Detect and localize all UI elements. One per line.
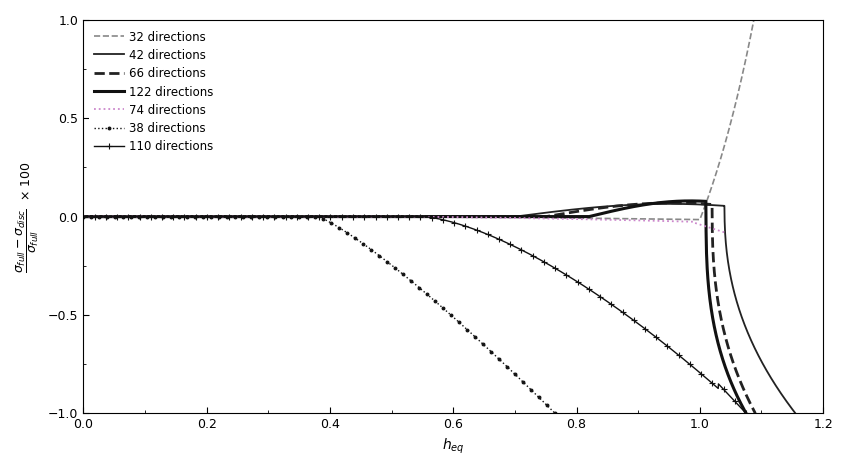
66 directions — [195, 214, 205, 219]
42 directions — [351, 214, 361, 219]
110 directions — [741, 410, 751, 416]
38 directions — [490, 352, 500, 358]
Line: 32 directions: 32 directions — [83, 0, 780, 219]
X-axis label: $h_{eq}$: $h_{eq}$ — [442, 437, 465, 456]
42 directions — [700, 202, 710, 208]
42 directions — [382, 214, 393, 219]
122 directions — [741, 410, 751, 416]
Line: 66 directions: 66 directions — [83, 203, 756, 413]
110 directions — [728, 397, 738, 402]
74 directions — [719, 229, 729, 235]
32 directions — [695, 217, 705, 222]
110 directions — [153, 214, 164, 219]
74 directions — [324, 214, 334, 219]
74 directions — [152, 214, 162, 219]
122 directions — [332, 214, 343, 219]
38 directions — [160, 214, 170, 219]
42 directions — [78, 214, 88, 219]
122 directions — [656, 200, 667, 205]
122 directions — [361, 214, 371, 219]
38 directions — [259, 214, 270, 219]
38 directions — [132, 214, 142, 219]
42 directions — [664, 201, 674, 207]
32 directions — [762, 0, 772, 3]
74 directions — [78, 214, 88, 219]
122 directions — [685, 198, 695, 204]
Y-axis label: $\dfrac{\sigma_{full} - \sigma_{disc}}{\sigma_{full}}$  × 100: $\dfrac{\sigma_{full} - \sigma_{disc}}{\… — [15, 161, 41, 273]
32 directions — [78, 214, 88, 219]
32 directions — [158, 214, 168, 219]
38 directions — [280, 214, 290, 219]
32 directions — [686, 217, 696, 222]
Line: 38 directions: 38 directions — [81, 214, 558, 416]
32 directions — [199, 214, 209, 219]
74 directions — [189, 214, 199, 219]
32 directions — [752, 0, 762, 3]
110 directions — [332, 214, 343, 219]
Line: 110 directions: 110 directions — [81, 214, 749, 416]
122 directions — [728, 385, 739, 390]
66 directions — [665, 200, 675, 206]
66 directions — [667, 200, 678, 206]
38 directions — [78, 214, 88, 219]
66 directions — [336, 214, 346, 219]
66 directions — [737, 383, 747, 389]
110 directions — [78, 214, 88, 219]
74 directions — [352, 214, 362, 219]
32 directions — [775, 0, 785, 3]
Line: 74 directions: 74 directions — [83, 217, 724, 232]
122 directions — [78, 214, 88, 219]
32 directions — [345, 214, 355, 219]
42 directions — [790, 410, 801, 416]
42 directions — [777, 391, 787, 397]
74 directions — [706, 226, 717, 231]
Line: 122 directions: 122 directions — [83, 201, 746, 413]
66 directions — [750, 410, 761, 416]
110 directions — [656, 339, 667, 344]
110 directions — [361, 214, 371, 219]
42 directions — [202, 214, 212, 219]
Line: 42 directions: 42 directions — [83, 204, 795, 413]
32 directions — [376, 214, 386, 219]
38 directions — [541, 401, 551, 407]
66 directions — [78, 214, 88, 219]
74 directions — [638, 218, 648, 223]
66 directions — [365, 214, 376, 219]
42 directions — [159, 214, 170, 219]
122 directions — [193, 214, 204, 219]
66 directions — [155, 214, 165, 219]
110 directions — [193, 214, 204, 219]
38 directions — [550, 410, 560, 416]
Legend: 32 directions, 42 directions, 66 directions, 122 directions, 74 directions, 38 d: 32 directions, 42 directions, 66 directi… — [89, 26, 219, 158]
122 directions — [153, 214, 164, 219]
